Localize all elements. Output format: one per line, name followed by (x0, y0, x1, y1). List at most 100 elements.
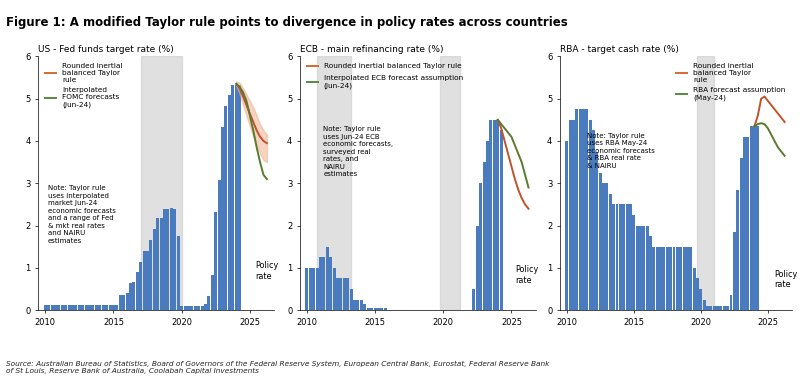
Bar (476, 226, 479, 310)
Bar (109, 305, 111, 310)
Bar (592, 130, 595, 310)
Bar (602, 183, 605, 310)
Bar (493, 120, 496, 310)
Bar (238, 85, 241, 310)
Bar (333, 268, 336, 310)
Bar (163, 209, 166, 310)
Bar (95, 305, 98, 310)
Bar (698, 56, 714, 310)
Bar (357, 300, 359, 310)
Bar (105, 305, 108, 310)
Bar (346, 279, 350, 310)
Bar (569, 120, 571, 310)
Bar (146, 250, 149, 310)
Bar (50, 305, 54, 310)
Text: RBA - target cash rate (%): RBA - target cash rate (%) (560, 45, 679, 54)
Bar (384, 308, 386, 310)
Bar (88, 305, 91, 310)
Bar (234, 85, 238, 310)
Bar (746, 137, 750, 310)
Bar (180, 306, 183, 310)
Bar (67, 305, 70, 310)
Text: Note: Taylor rule
uses Jun-24 ECB
economic forecasts,
surveyed real
rates, and
N: Note: Taylor rule uses Jun-24 ECB econom… (323, 126, 394, 177)
Bar (609, 194, 612, 310)
Bar (61, 305, 64, 310)
Bar (702, 300, 706, 310)
Bar (679, 247, 682, 310)
Bar (622, 205, 625, 310)
Bar (659, 247, 662, 310)
Bar (380, 308, 383, 310)
Bar (719, 306, 722, 310)
Bar (733, 232, 736, 310)
Bar (353, 300, 356, 310)
Bar (636, 226, 638, 310)
Bar (142, 250, 146, 310)
Bar (177, 236, 180, 310)
Bar (218, 180, 221, 310)
Bar (126, 293, 129, 310)
Bar (595, 152, 598, 310)
Bar (315, 268, 318, 310)
Bar (74, 305, 78, 310)
Bar (377, 308, 380, 310)
Bar (204, 304, 207, 310)
Bar (317, 56, 351, 310)
Bar (44, 305, 46, 310)
Bar (153, 229, 156, 310)
Bar (642, 226, 646, 310)
Bar (319, 257, 322, 310)
Bar (566, 141, 568, 310)
Bar (129, 283, 132, 310)
Bar (98, 305, 102, 310)
Bar (374, 308, 377, 310)
Bar (666, 247, 669, 310)
Bar (71, 305, 74, 310)
Bar (750, 126, 753, 310)
Bar (170, 208, 173, 310)
Bar (612, 205, 615, 310)
Bar (682, 247, 686, 310)
Bar (500, 130, 502, 310)
Bar (490, 120, 493, 310)
Bar (322, 257, 326, 310)
Text: ECB - main refinancing rate (%): ECB - main refinancing rate (%) (300, 45, 443, 54)
Bar (306, 268, 308, 310)
Bar (214, 212, 218, 310)
Bar (632, 215, 635, 310)
Bar (649, 236, 652, 310)
Bar (723, 306, 726, 310)
Bar (676, 247, 679, 310)
Bar (589, 120, 592, 310)
Bar (150, 240, 153, 310)
Bar (64, 305, 67, 310)
Text: Source: Australian Bureau of Statistics, Board of Governors of the Federal Reser: Source: Australian Bureau of Statistics,… (6, 361, 550, 374)
Bar (350, 289, 353, 310)
Text: Policy
rate: Policy rate (255, 261, 278, 280)
Bar (326, 247, 329, 310)
Bar (572, 120, 575, 310)
Bar (58, 305, 60, 310)
Bar (174, 209, 176, 310)
Bar (187, 306, 190, 310)
Bar (190, 306, 194, 310)
Bar (440, 56, 460, 310)
Bar (756, 126, 759, 310)
Bar (139, 262, 142, 310)
Bar (615, 205, 618, 310)
Bar (118, 295, 122, 310)
Bar (626, 205, 629, 310)
Bar (710, 306, 712, 310)
Bar (706, 306, 709, 310)
Bar (312, 268, 315, 310)
Bar (225, 106, 227, 310)
Bar (662, 247, 666, 310)
Legend: Rounded inertial
balanced Taylor
rule, RBA forecast assumption
(May-24): Rounded inertial balanced Taylor rule, R… (673, 60, 788, 104)
Bar (85, 305, 88, 310)
Text: Policy
rate: Policy rate (774, 270, 798, 289)
Bar (739, 158, 742, 310)
Bar (82, 305, 84, 310)
Bar (329, 257, 332, 310)
Text: Policy
rate: Policy rate (515, 265, 538, 285)
Bar (370, 308, 373, 310)
